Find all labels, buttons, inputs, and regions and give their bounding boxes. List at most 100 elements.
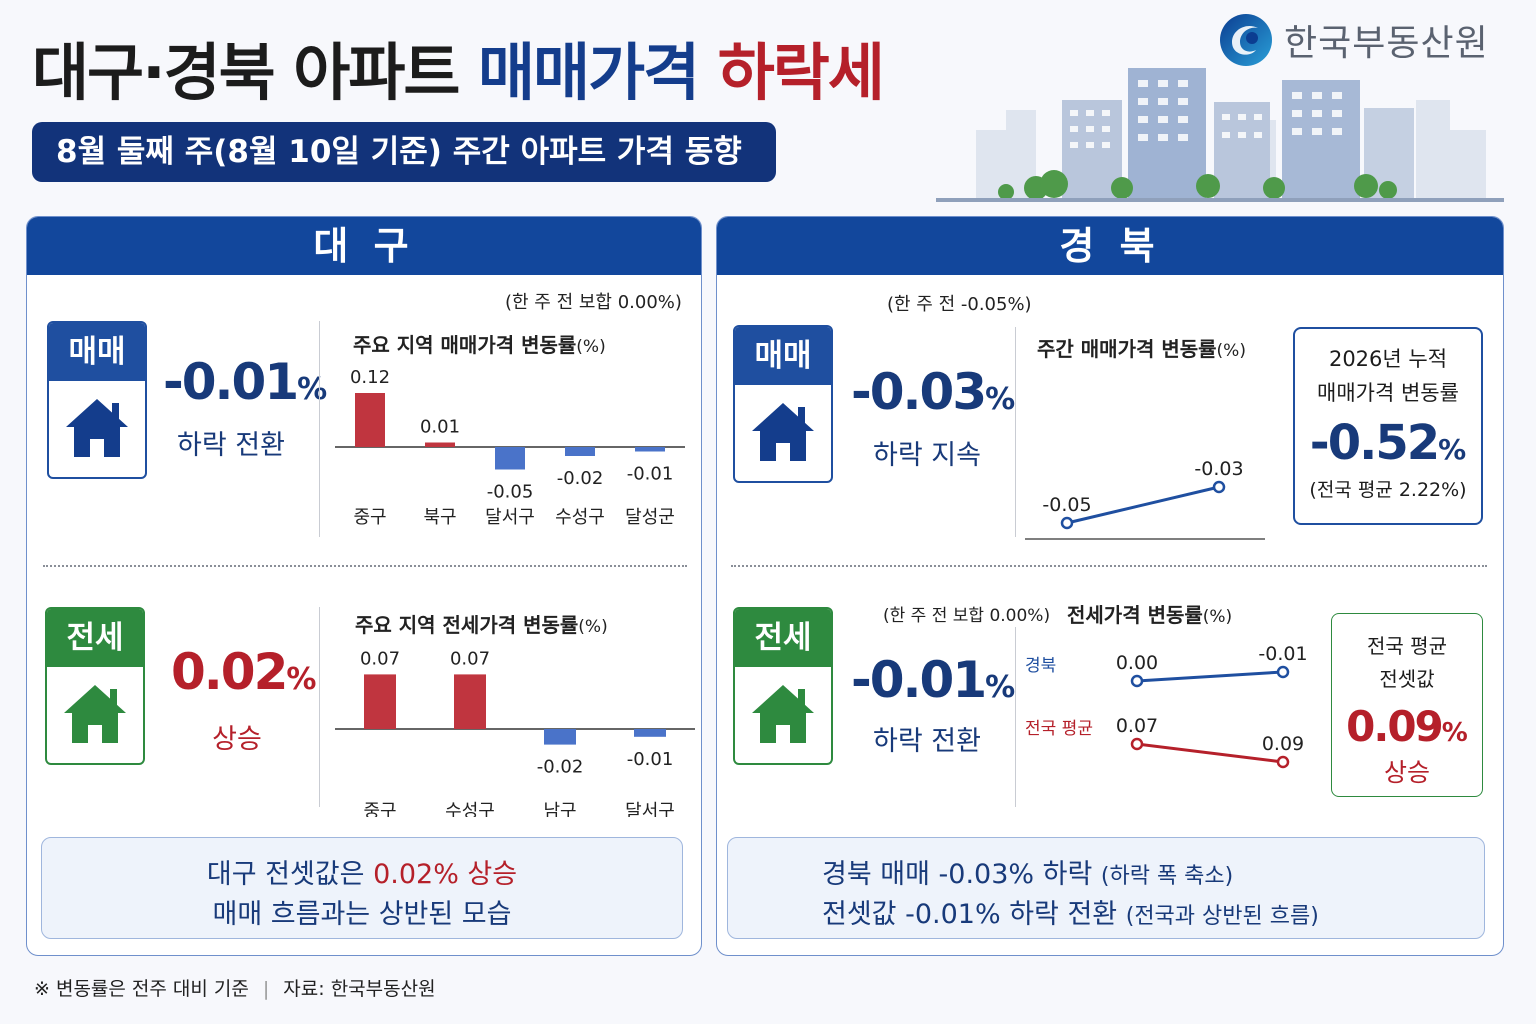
city-skyline-icon [936,68,1504,202]
gyeongbuk-jeonse-chart-title: 전세가격 변동률(%) [1067,603,1233,627]
chart-point [1276,665,1290,679]
subtitle-banner: 8월 둘째 주(8월 10일 기준) 주간 아파트 가격 동향 [32,122,776,182]
chart-data-label: 0.07 [1116,715,1158,737]
chart-category-label: 수성구 [555,507,605,528]
footnote-source: 자료: 한국부동산원 [283,978,436,1000]
gyeongbuk-sale-tag: 매매 [733,325,833,483]
daegu-jeonse-value: 0.02% [171,643,317,701]
chart-series-name: 전국 평균 [1025,719,1093,739]
chart-data-label: 0.01 [420,417,460,438]
cumulative-title-line2: 매매가격 변동률 [1317,381,1459,405]
daegu-jeonse-tag-label: 전세 [47,609,143,667]
cumulative-title-line1: 2026년 누적 [1328,347,1448,371]
chart-data-label: 0.12 [350,367,390,388]
daegu-summary-line1: 대구 전셋값은 0.02% 상승 [206,859,518,890]
gyeongbuk-sale-chart-title: 주간 매매가격 변동률(%) [1037,337,1246,361]
chart-point [1212,480,1226,494]
daegu-sale-tag: 매매 [47,321,147,479]
gyeongbuk-sale-tag-label: 매매 [735,327,831,385]
gyeongbuk-jeonse-tag: 전세 [733,607,833,765]
chart-bar [495,447,525,470]
gyeongbuk-panel-header: 경 북 [717,217,1503,275]
gyeongbuk-summary-line1: 경북 매매 -0.03% 하락 (하락 폭 축소) [822,859,1234,890]
national-status: 상승 [1383,758,1430,787]
national-title-line1: 전국 평균 [1367,634,1447,658]
national-value: 0.09% [1346,702,1468,751]
gyeongbuk-jeonse-value: -0.01% [851,651,1016,709]
daegu-panel-header: 대 구 [27,217,701,275]
page-title: 대구·경북 아파트 매매가격 하락세 [32,22,885,112]
section-divider [731,565,1487,567]
chart-bar [544,729,576,745]
chart-point [1130,737,1144,751]
divider [319,321,320,537]
national-jeonse-box: 전국 평균 전셋값 0.09% 상승 [1331,613,1483,797]
chart-category-label: 수성구 [445,801,495,817]
chart-series-line [1066,485,1220,525]
chart-data-label: 0.00 [1116,652,1158,674]
chart-point [1276,755,1290,769]
divider [319,607,320,807]
chart-data-label: -0.01 [1258,643,1307,665]
chart-series-line [1136,742,1284,764]
daegu-summary-line2: 매매 흐름과는 상반된 모습 [212,899,512,930]
chart-category-label: 중구 [363,801,396,817]
chart-data-label: -0.01 [627,464,674,485]
footnote-note: ※ 변동률은 전주 대비 기준 [34,978,249,1000]
daegu-sale-tag-label: 매매 [49,323,145,381]
gyeongbuk-sale-value: -0.03% [851,363,1016,421]
daegu-jeonse-bar-chart: 0.07 중구 0.07 수성구 -0.02 남구 -0.01 달서구 [335,648,695,817]
daegu-sale-value: -0.01% [163,353,328,411]
gyeongbuk-summary-box: 경북 매매 -0.03% 하락 (하락 폭 축소) 전셋값 -0.01% 하락 … [727,837,1485,939]
chart-data-label: -0.01 [627,749,674,770]
daegu-sale-prev-note: (한 주 전 보합 0.00%) [505,292,682,313]
chart-data-label: -0.02 [557,468,604,489]
logo-text: 한국부동산원 [1284,23,1489,64]
chart-bar [565,447,595,456]
title-part-price: 매매가격 [478,36,718,109]
title-part-decline: 하락세 [717,36,885,109]
chart-data-label: -0.03 [1194,458,1243,480]
daegu-panel: 대 구 (한 주 전 보합 0.00%) 매매 -0.01% 하락 전환 주요 … [26,216,702,956]
gyeongbuk-jeonse-status: 하락 전환 [873,726,981,757]
gyeongbuk-sale-status: 하락 지속 [873,440,981,471]
logo-swirl-icon [1220,14,1272,66]
chart-data-label: 0.09 [1262,733,1304,755]
house-icon [752,685,814,743]
chart-category-label: 남구 [543,801,576,817]
chart-data-label: 0.07 [450,648,490,669]
chart-category-label: 북구 [423,507,456,528]
house-icon [64,685,126,743]
house-icon [66,399,128,457]
gyeongbuk-panel: 경 북 (한 주 전 -0.05%) 매매 -0.03% 하락 지속 주간 매매… [716,216,1504,956]
cumulative-value: -0.52% [1309,415,1467,471]
daegu-summary-box: 대구 전셋값은 0.02% 상승 매매 흐름과는 상반된 모습 [41,837,683,939]
chart-data-label: -0.02 [537,757,584,778]
chart-data-label: 0.07 [360,648,400,669]
footnote: ※ 변동률은 전주 대비 기준 | 자료: 한국부동산원 [34,974,436,1001]
house-icon [752,403,814,461]
chart-category-label: 달서구 [625,801,675,817]
chart-category-label: 달서구 [485,507,535,528]
chart-series-name: 경북 [1025,656,1056,676]
daegu-sale-chart-title: 주요 지역 매매가격 변동률(%) [353,333,606,357]
title-part-region: 대구·경북 아파트 [32,36,479,109]
chart-point [1060,516,1074,530]
daegu-jeonse-status: 상승 [212,724,262,755]
cumulative-note: (전국 평균 2.22%) [1309,479,1467,501]
chart-bar [635,447,665,452]
chart-data-label: -0.05 [487,482,534,503]
gyeongbuk-sale-line-chart: -0.05-0.038월 첫째 주8월 둘째 주 [1025,458,1265,540]
national-title-line2: 전셋값 [1379,667,1435,691]
gyeongbuk-jeonse-tag-label: 전세 [735,609,831,667]
chart-series-line [1136,670,1284,683]
footnote-separator: | [262,978,270,1000]
chart-bar [634,729,666,737]
chart-bar [454,674,486,729]
gyeongbuk-jeonse-prev-note: (한 주 전 보합 0.00%) [883,606,1051,626]
chart-category-label: 중구 [353,507,386,528]
daegu-jeonse-chart-title: 주요 지역 전세가격 변동률(%) [355,613,608,637]
daegu-jeonse-tag: 전세 [45,607,145,765]
publisher-logo: 한국부동산원 [1218,12,1489,68]
